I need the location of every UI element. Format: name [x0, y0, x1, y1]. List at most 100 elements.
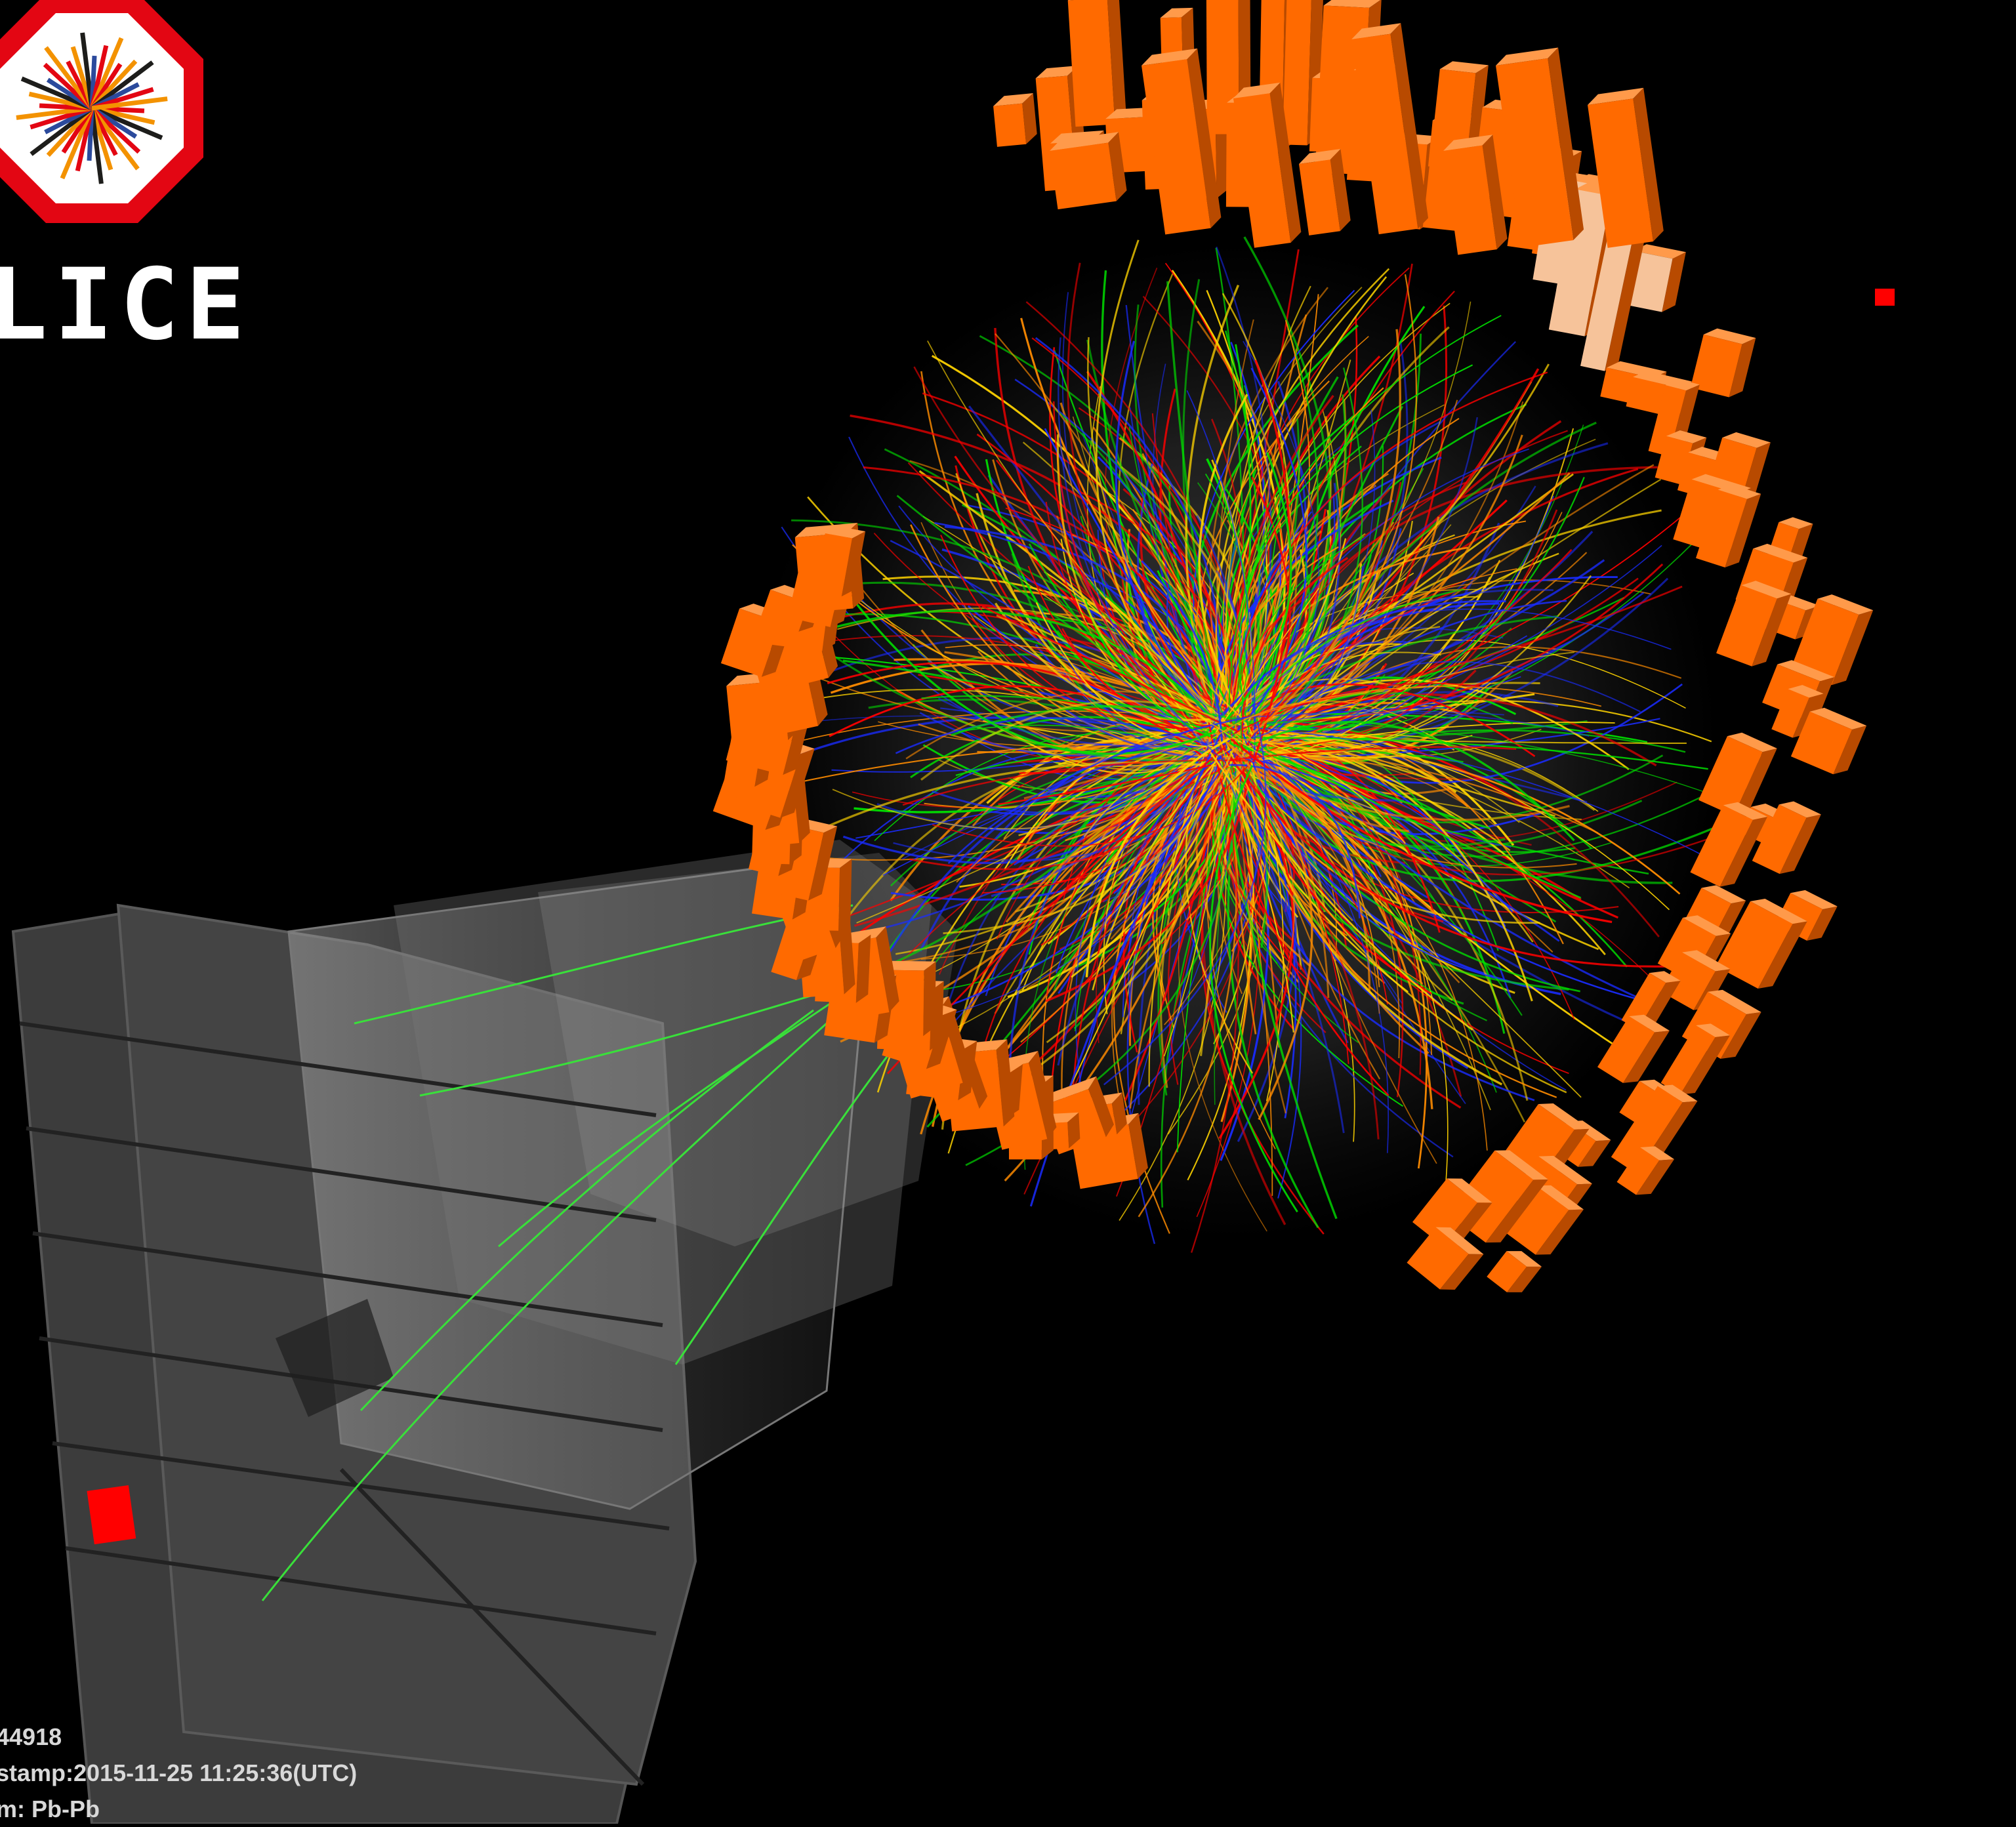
tower [1616, 1146, 1675, 1195]
tower [814, 526, 866, 597]
tower [1487, 1251, 1542, 1292]
track [1229, 737, 1613, 924]
track [1035, 337, 1221, 719]
track [1241, 755, 1577, 869]
track [1243, 552, 1559, 754]
tower [1752, 801, 1821, 874]
track [1236, 742, 1491, 830]
track [1242, 731, 1380, 987]
track [1148, 728, 1214, 1087]
tower [1067, 0, 1126, 127]
track [927, 340, 1227, 724]
track [827, 661, 1216, 758]
track [1222, 544, 1662, 755]
track [1250, 565, 1364, 739]
track [1253, 734, 1515, 846]
track [1216, 585, 1683, 724]
track [947, 715, 1255, 865]
tower [1696, 484, 1761, 568]
track [1239, 615, 1559, 720]
track [958, 724, 1209, 755]
timestamp: stamp:2015-11-25 11:25:36(UTC) [0, 1759, 358, 1786]
track [1186, 390, 1256, 768]
track [895, 717, 1258, 764]
track [1103, 722, 1267, 1086]
track [859, 718, 1220, 979]
tower [1790, 594, 1874, 686]
tower [1771, 685, 1824, 738]
track [1224, 746, 1517, 762]
tower [1496, 47, 1584, 248]
logo-text: LICE [0, 248, 252, 362]
track [830, 662, 1235, 735]
track [1128, 426, 1243, 752]
track [787, 609, 1232, 739]
track [907, 462, 1257, 749]
track [1222, 766, 1295, 1009]
tower [1660, 1023, 1731, 1095]
track [1235, 742, 1487, 1021]
track [1210, 721, 1582, 899]
track [1232, 737, 1708, 770]
tower [993, 92, 1037, 147]
track [984, 747, 1246, 1103]
track [1252, 721, 1575, 842]
track [1236, 381, 1533, 766]
track [1252, 329, 1401, 734]
track [1235, 401, 1524, 758]
track [1198, 394, 1256, 739]
track [1229, 764, 1361, 918]
track [1258, 747, 1464, 764]
track [1219, 735, 1313, 1120]
track [1040, 752, 1244, 946]
track [1241, 718, 1422, 1075]
track [1225, 285, 1311, 725]
track [1229, 721, 1728, 801]
track [1230, 737, 1599, 834]
tower [1716, 581, 1792, 667]
tower [1443, 134, 1508, 255]
particle-tracks [739, 236, 1730, 1253]
tower [1597, 1014, 1670, 1083]
track [1216, 246, 1272, 736]
track [1215, 319, 1254, 735]
track [1219, 730, 1580, 993]
event-info: 44918 stamp:2015-11-25 11:25:36(UTC) m: … [0, 1719, 357, 1827]
tower [1407, 1227, 1484, 1290]
track [1254, 720, 1330, 998]
track [1208, 722, 1389, 1096]
track [1210, 719, 1380, 1139]
track [1008, 737, 1248, 1071]
track [1217, 722, 1567, 1094]
tower [1690, 802, 1768, 887]
tower [1790, 707, 1867, 775]
track [1246, 722, 1615, 754]
track [1058, 337, 1226, 763]
track [1085, 737, 1230, 977]
track [1216, 749, 1639, 1000]
track [920, 699, 1233, 781]
track [1256, 739, 1406, 844]
track [1240, 732, 1389, 1153]
track [1065, 709, 1235, 760]
track [1216, 727, 1557, 1098]
track [1232, 766, 1449, 1206]
track [838, 581, 1216, 755]
track [1115, 340, 1235, 742]
tower [1621, 971, 1681, 1030]
track [1057, 737, 1217, 1066]
track [1207, 720, 1388, 815]
track [1225, 733, 1420, 755]
track [1020, 318, 1241, 719]
track [1059, 665, 1226, 737]
tower [1050, 132, 1127, 210]
track [1214, 715, 1237, 1105]
track [1245, 745, 1464, 1005]
tower [1351, 23, 1429, 235]
track [1027, 565, 1214, 737]
track [1005, 507, 1230, 717]
track [1092, 759, 1218, 991]
track [1191, 726, 1239, 1253]
track [943, 748, 1235, 935]
